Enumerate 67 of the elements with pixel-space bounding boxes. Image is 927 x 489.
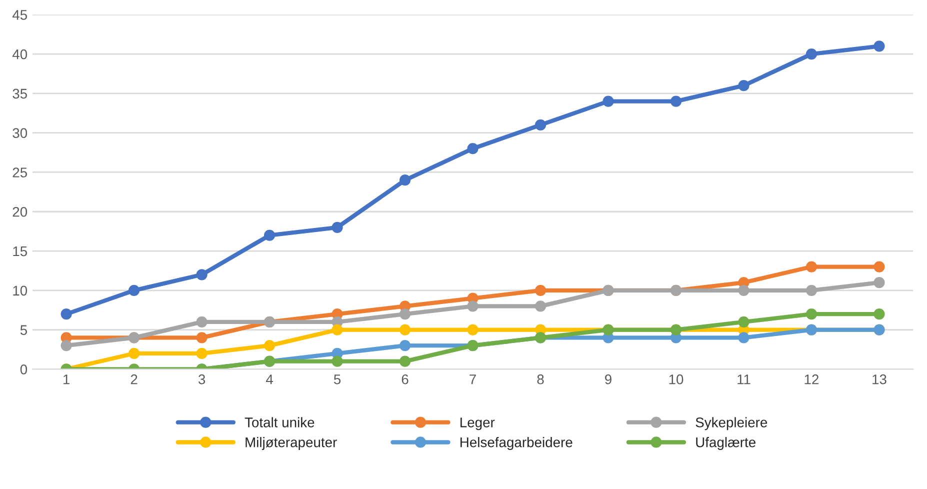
point (874, 308, 885, 320)
point (467, 324, 478, 336)
y-tick-label: 40 (12, 49, 28, 60)
legend-label: Sykepleiere (696, 417, 768, 430)
x-tick-label: 13 (872, 374, 886, 384)
point (399, 174, 411, 186)
point (534, 300, 546, 312)
x-tick-label: 6 (402, 374, 408, 384)
x-tick-label: 9 (605, 374, 612, 384)
y-tick-label: 30 (12, 128, 28, 138)
point (806, 308, 818, 320)
point (738, 284, 750, 296)
point (128, 284, 140, 296)
point (264, 340, 276, 352)
x-tick-label: 11 (738, 374, 750, 384)
point (332, 324, 343, 336)
point (399, 308, 411, 320)
x-tick-label: 12 (804, 374, 819, 384)
x-tick-label: 7 (470, 374, 476, 384)
point (874, 261, 885, 272)
point (670, 96, 682, 107)
point (602, 96, 614, 107)
y-tick-label: 25 (12, 168, 28, 178)
y-tick-label: 0 (20, 364, 28, 374)
x-tick-label: 8 (537, 374, 544, 384)
legend-label: Miljøterapeuter (246, 437, 337, 450)
x-tick-label: 10 (669, 374, 684, 384)
point (806, 284, 818, 296)
point (128, 348, 140, 359)
point (874, 276, 885, 288)
point (738, 332, 750, 344)
point (60, 340, 72, 352)
point (399, 340, 411, 352)
point (332, 222, 343, 233)
x-tick-label: 2 (130, 374, 138, 384)
y-tick-label: 5 (20, 325, 27, 335)
point (399, 356, 411, 367)
y-tick-label: 20 (12, 206, 28, 217)
point (467, 300, 478, 312)
point (264, 230, 276, 241)
point (738, 80, 750, 92)
y-tick-label: 10 (13, 286, 28, 296)
point (196, 332, 208, 344)
legend-label: Helsefagarbeidere (460, 437, 572, 450)
y-tick-label: 15 (13, 246, 28, 256)
point (806, 261, 818, 272)
legend-label: Ufaglærte (696, 437, 756, 450)
legend-label: Leger (460, 418, 495, 430)
point (467, 143, 478, 154)
point (196, 316, 208, 328)
point (738, 316, 750, 328)
point (534, 119, 546, 131)
x-tick-label: 3 (198, 374, 206, 384)
point (399, 324, 411, 336)
x-tick-label: 1 (64, 374, 70, 384)
point (806, 48, 818, 60)
legend-label: Totalt unike (244, 417, 314, 428)
point (196, 269, 208, 280)
point (534, 284, 546, 296)
point (60, 308, 72, 320)
point (332, 356, 343, 367)
y-tick-label: 35 (12, 88, 28, 99)
x-tick-label: 4 (266, 374, 273, 384)
y-tick-label: 45 (12, 10, 28, 20)
x-tick-label: 5 (334, 374, 341, 384)
point (874, 40, 885, 52)
point (196, 348, 208, 359)
